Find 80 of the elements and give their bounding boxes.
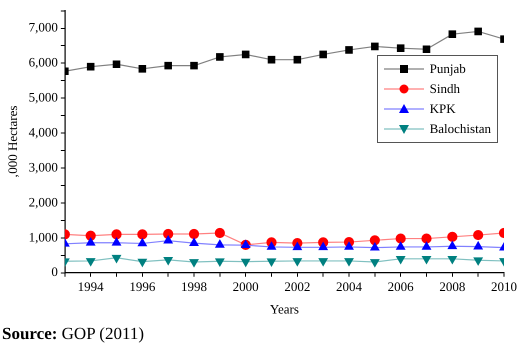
point: [294, 56, 302, 64]
point: [138, 258, 147, 267]
y-tick-label: 1,000: [28, 229, 58, 244]
legend-label: Punjab: [430, 61, 466, 78]
point: [473, 230, 484, 240]
y-tick-label: 7,000: [28, 20, 58, 35]
point: [112, 238, 122, 246]
legend-label: KPK: [430, 101, 456, 118]
point: [318, 242, 328, 250]
point: [112, 254, 122, 263]
point: [86, 258, 96, 266]
point: [190, 238, 199, 246]
point: [164, 236, 173, 244]
point: [188, 228, 200, 240]
point: [474, 257, 483, 266]
point: [164, 62, 172, 70]
x-tick-label: 2004: [336, 279, 363, 294]
point: [396, 233, 406, 244]
point: [448, 30, 456, 38]
point: [267, 258, 276, 266]
point: [137, 229, 148, 240]
y-tick-label: 2,000: [28, 194, 58, 210]
y-tick-label: 0: [51, 264, 58, 280]
point: [112, 60, 120, 68]
x-tick-label: 2008: [439, 279, 466, 294]
x-tick-label: 2002: [284, 279, 310, 294]
point: [448, 241, 457, 250]
point: [319, 50, 327, 58]
point: [474, 28, 482, 36]
point: [215, 258, 224, 266]
point: [345, 46, 353, 54]
point: [86, 62, 94, 70]
point: [86, 238, 96, 246]
point: [164, 257, 173, 265]
point: [370, 259, 380, 268]
point: [422, 45, 430, 54]
point: [422, 242, 431, 250]
x-tick-label: 1998: [181, 279, 208, 294]
x-axis-title: Years: [270, 302, 299, 317]
point: [396, 242, 406, 250]
x-tick-label: 2010: [491, 279, 517, 294]
point: [292, 258, 302, 266]
point: [215, 240, 224, 248]
point: [190, 259, 199, 268]
point: [214, 228, 225, 238]
point: [241, 258, 250, 267]
point: [370, 242, 380, 250]
y-tick-label: 5,000: [28, 90, 58, 105]
point: [447, 232, 458, 242]
point: [422, 256, 431, 264]
point: [111, 229, 122, 240]
point: [242, 50, 250, 58]
point: [292, 242, 302, 250]
point: [318, 258, 328, 266]
x-tick-label: 1996: [129, 279, 156, 294]
point: [448, 256, 457, 264]
point: [421, 233, 432, 244]
point: [344, 242, 354, 250]
point: [344, 258, 354, 266]
source-note: Source: GOP (2011): [2, 324, 145, 344]
x-tick-label: 1994: [78, 279, 104, 294]
point: [267, 242, 276, 250]
point: [370, 235, 380, 246]
y-tick-label: 3,000: [28, 159, 58, 174]
legend-label: Balochistan: [430, 121, 491, 138]
point: [396, 44, 404, 52]
point: [138, 238, 147, 246]
point: [190, 62, 198, 70]
legend-label: Sindh: [430, 81, 460, 98]
point: [216, 53, 224, 61]
point: [371, 42, 379, 50]
y-tick-label: 4,000: [28, 124, 58, 140]
y-axis-title: ‚000 Hectares: [5, 106, 20, 178]
point: [474, 242, 483, 250]
y-tick-label: 6,000: [28, 54, 58, 70]
x-tick-label: 2000: [232, 279, 259, 294]
x-tick-label: 2006: [388, 279, 414, 294]
point: [138, 65, 146, 73]
point: [396, 256, 406, 264]
point: [268, 56, 276, 64]
